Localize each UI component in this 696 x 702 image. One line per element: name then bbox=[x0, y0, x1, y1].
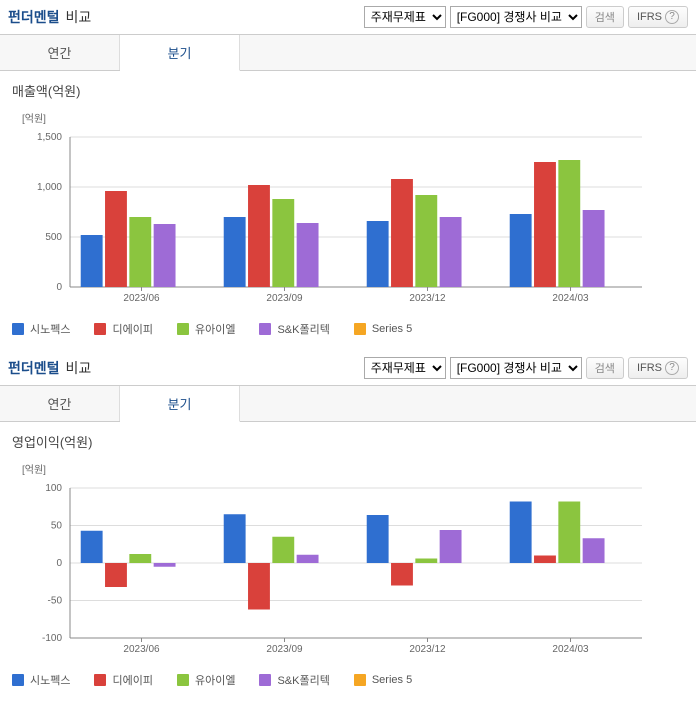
svg-text:2024/03: 2024/03 bbox=[552, 644, 589, 655]
statement-type-select[interactable]: 주재무제표 bbox=[364, 6, 446, 28]
svg-text:500: 500 bbox=[45, 232, 62, 243]
comparison-group-select[interactable]: [FG000] 경쟁사 비교 bbox=[450, 6, 582, 28]
legend-swatch bbox=[177, 323, 189, 335]
tab-annual[interactable]: 연간 bbox=[0, 35, 120, 70]
y-axis-unit: [억원] bbox=[22, 461, 684, 476]
legend-label: S&K폴리텍 bbox=[277, 321, 329, 337]
legend-item[interactable]: S&K폴리텍 bbox=[259, 321, 329, 337]
svg-text:2024/03: 2024/03 bbox=[552, 293, 589, 304]
svg-text:100: 100 bbox=[45, 483, 62, 494]
svg-text:2023/09: 2023/09 bbox=[266, 293, 303, 304]
help-icon: ? bbox=[665, 361, 679, 375]
ifrs-button[interactable]: IFRS ? bbox=[628, 357, 688, 379]
svg-text:2023/12: 2023/12 bbox=[409, 644, 446, 655]
tab-quarter[interactable]: 분기 bbox=[120, 386, 240, 422]
legend-label: 디에이피 bbox=[112, 672, 152, 688]
svg-text:2023/06: 2023/06 bbox=[123, 644, 160, 655]
legend-swatch bbox=[354, 323, 366, 335]
legend-label: 유아이엘 bbox=[195, 672, 235, 688]
legend-swatch bbox=[12, 674, 24, 686]
legend-swatch bbox=[259, 323, 271, 335]
chart-area-revenue: [억원] 0 500 1,000 1,500 2023/06 2023/09 2023/12… bbox=[0, 110, 696, 315]
legend-item[interactable]: 시노펙스 bbox=[12, 321, 70, 337]
search-button[interactable]: 검색 bbox=[586, 6, 624, 28]
svg-text:0: 0 bbox=[56, 282, 62, 293]
svg-text:1,500: 1,500 bbox=[37, 132, 62, 143]
legend-swatch bbox=[259, 674, 271, 686]
title-main: 펀더멘털 bbox=[8, 358, 60, 378]
svg-text:2023/12: 2023/12 bbox=[409, 293, 446, 304]
legend-label: Series 5 bbox=[372, 323, 412, 335]
title-sub: 비교 bbox=[66, 358, 92, 378]
legend-item[interactable]: S&K폴리텍 bbox=[259, 672, 329, 688]
y-axis-unit: [억원] bbox=[22, 110, 684, 125]
chart-legend: 시노펙스 디에이피 유아이엘 S&K폴리텍 Series 5 bbox=[0, 315, 696, 347]
legend-item[interactable]: 디에이피 bbox=[94, 672, 152, 688]
legend-swatch bbox=[94, 674, 106, 686]
legend-label: 시노펙스 bbox=[30, 321, 70, 337]
svg-text:2023/09: 2023/09 bbox=[266, 644, 303, 655]
chart-area-operating-profit: [억원] -100 -50 0 50 100 2023/06 2023/09 2023/12 2… bbox=[0, 461, 696, 666]
legend-label: 유아이엘 bbox=[195, 321, 235, 337]
period-tabs: 연간 분기 bbox=[0, 386, 696, 422]
svg-text:2023/06: 2023/06 bbox=[123, 293, 160, 304]
legend-item[interactable]: 유아이엘 bbox=[177, 672, 235, 688]
legend-swatch bbox=[12, 323, 24, 335]
svg-text:0: 0 bbox=[56, 558, 62, 569]
legend-item[interactable]: 시노펙스 bbox=[12, 672, 70, 688]
title-main: 펀더멘털 bbox=[8, 7, 60, 27]
comparison-group-select[interactable]: [FG000] 경쟁사 비교 bbox=[450, 357, 582, 379]
title-sub: 비교 bbox=[66, 7, 92, 27]
help-icon: ? bbox=[665, 10, 679, 24]
legend-label: 디에이피 bbox=[112, 321, 152, 337]
search-button[interactable]: 검색 bbox=[586, 357, 624, 379]
legend-item[interactable]: 디에이피 bbox=[94, 321, 152, 337]
legend-swatch bbox=[354, 674, 366, 686]
bar-chart-revenue: 0 500 1,000 1,500 2023/06 2023/09 2023/12 2024/… bbox=[12, 127, 652, 307]
tab-annual[interactable]: 연간 bbox=[0, 386, 120, 421]
chart-legend: 시노펙스 디에이피 유아이엘 S&K폴리텍 Series 5 bbox=[0, 666, 696, 698]
legend-label: S&K폴리텍 bbox=[277, 672, 329, 688]
bar-chart-operating-profit: -100 -50 0 50 100 2023/06 2023/09 2023/12 2024/0… bbox=[12, 478, 652, 658]
fundamental-panel-revenue: 펀더멘털 비교 주재무제표 [FG000] 경쟁사 비교 검색 IFRS ? 연… bbox=[0, 0, 696, 347]
tab-quarter[interactable]: 분기 bbox=[120, 35, 240, 71]
legend-swatch bbox=[177, 674, 189, 686]
panel-header: 펀더멘털 비교 주재무제표 [FG000] 경쟁사 비교 검색 IFRS ? bbox=[0, 0, 696, 35]
legend-item[interactable]: Series 5 bbox=[354, 674, 412, 686]
statement-type-select[interactable]: 주재무제표 bbox=[364, 357, 446, 379]
svg-text:50: 50 bbox=[51, 521, 63, 532]
legend-item[interactable]: Series 5 bbox=[354, 323, 412, 335]
chart-title-operating-profit: 영업이익(억원) bbox=[0, 422, 696, 461]
fundamental-panel-operating-profit: 펀더멘털 비교 주재무제표 [FG000] 경쟁사 비교 검색 IFRS ? 연… bbox=[0, 351, 696, 698]
svg-text:-100: -100 bbox=[42, 633, 62, 644]
svg-text:1,000: 1,000 bbox=[37, 182, 62, 193]
legend-item[interactable]: 유아이엘 bbox=[177, 321, 235, 337]
panel-header: 펀더멘털 비교 주재무제표 [FG000] 경쟁사 비교 검색 IFRS ? bbox=[0, 351, 696, 386]
legend-label: Series 5 bbox=[372, 674, 412, 686]
period-tabs: 연간 분기 bbox=[0, 35, 696, 71]
legend-swatch bbox=[94, 323, 106, 335]
ifrs-button[interactable]: IFRS ? bbox=[628, 6, 688, 28]
legend-label: 시노펙스 bbox=[30, 672, 70, 688]
chart-title-revenue: 매출액(억원) bbox=[0, 71, 696, 110]
svg-text:-50: -50 bbox=[48, 596, 63, 607]
